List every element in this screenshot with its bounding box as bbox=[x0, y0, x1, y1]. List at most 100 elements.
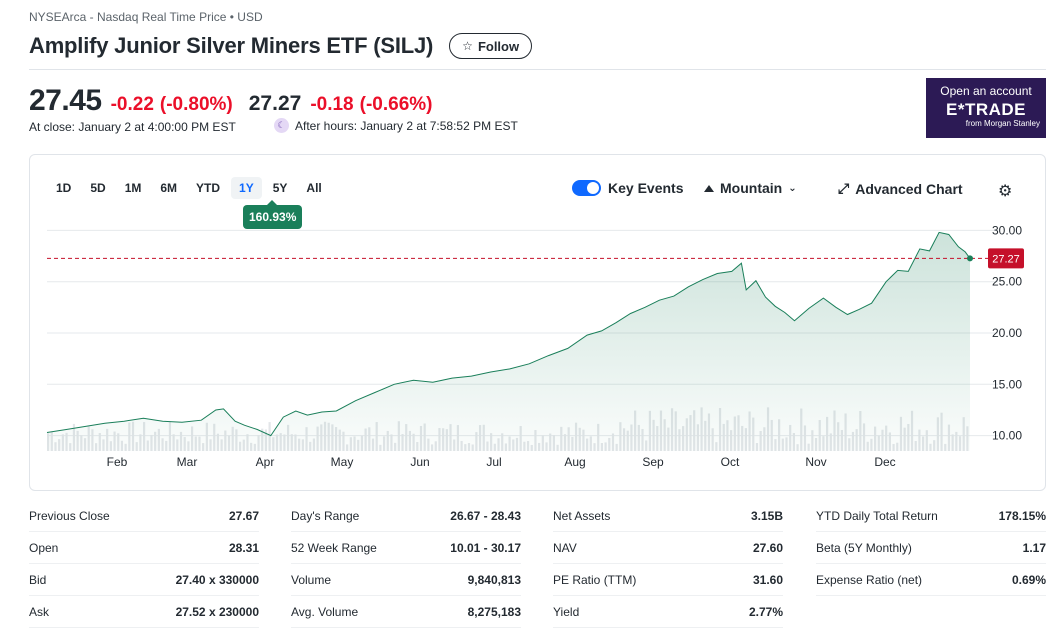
advanced-chart-label: Advanced Chart bbox=[855, 180, 963, 197]
x-tick-label: Jul bbox=[486, 455, 501, 469]
stat-value: 27.67 bbox=[228, 508, 259, 523]
range-tab-1d[interactable]: 1D bbox=[56, 181, 72, 195]
price-change: -0.22 bbox=[110, 94, 154, 115]
stat-value: 2.77% bbox=[748, 604, 783, 619]
stat-value: 26.67 - 28.43 bbox=[450, 508, 521, 523]
stat-value: 3.15B bbox=[750, 508, 783, 523]
close-time: At close: January 2 at 4:00:00 PM EST bbox=[29, 120, 236, 134]
stat-value: 9,840,813 bbox=[467, 572, 521, 587]
stat-label: NAV bbox=[553, 540, 577, 555]
stat-value: 31.60 bbox=[752, 572, 783, 587]
stats-col-2: Day's Range 26.67 - 28.43 52 Week Range 10.… bbox=[291, 500, 521, 628]
stat-row: Expense Ratio (net) 0.69% bbox=[816, 564, 1046, 596]
x-tick-label: Oct bbox=[721, 455, 740, 469]
x-tick-label: May bbox=[331, 455, 354, 469]
stat-label: Day's Range bbox=[291, 508, 360, 523]
settings-button[interactable]: ⚙ bbox=[998, 181, 1012, 201]
stat-label: YTD Daily Total Return bbox=[816, 508, 938, 523]
follow-label: Follow bbox=[477, 38, 520, 54]
last-point bbox=[967, 255, 973, 262]
after-hours-time-text: After hours: January 2 at 7:58:52 PM EST bbox=[295, 118, 518, 133]
moon-icon: ☾ bbox=[274, 118, 289, 133]
x-tick-label: Mar bbox=[177, 455, 198, 469]
etrade-ad[interactable]: Open an account E*TRADE from Morgan Stan… bbox=[926, 78, 1046, 138]
stat-row: Yield 2.77% bbox=[553, 596, 783, 628]
stat-value: 1.17 bbox=[1022, 540, 1046, 555]
stat-label: Yield bbox=[553, 604, 580, 619]
range-tab-5d[interactable]: 5D bbox=[90, 181, 106, 195]
stat-row: Beta (5Y Monthly) 1.17 bbox=[816, 532, 1046, 564]
current-price: 27.45 bbox=[29, 84, 102, 117]
stat-label: Expense Ratio (net) bbox=[816, 572, 923, 587]
title-row: Amplify Junior Silver Miners ETF (SILJ) … bbox=[29, 33, 533, 59]
stat-value: 28.31 bbox=[228, 540, 259, 555]
after-hours-change-pct: (-0.66%) bbox=[359, 94, 433, 115]
range-tab-all[interactable]: All bbox=[306, 181, 322, 195]
x-tick-label: Dec bbox=[874, 455, 895, 469]
range-tab-1y[interactable]: 1Y bbox=[231, 177, 262, 199]
key-events-toggle[interactable]: Key Events bbox=[572, 180, 683, 196]
x-tick-label: Sep bbox=[642, 455, 664, 469]
reference-label: 27.27 bbox=[992, 253, 1020, 265]
stat-row: NAV 27.60 bbox=[553, 532, 783, 564]
y-tick-label: 15.00 bbox=[992, 377, 1022, 391]
y-tick-label: 20.00 bbox=[992, 326, 1022, 340]
ad-line3: from Morgan Stanley bbox=[965, 119, 1040, 128]
x-tick-label: Apr bbox=[256, 455, 275, 469]
price-change-pct: (-0.80%) bbox=[159, 94, 233, 115]
stat-row: Ask 27.52 x 230000 bbox=[29, 596, 259, 628]
x-tick-label: Aug bbox=[564, 455, 585, 469]
stat-row: Day's Range 26.67 - 28.43 bbox=[291, 500, 521, 532]
stat-row: Net Assets 3.15B bbox=[553, 500, 783, 532]
after-hours-time: ☾ After hours: January 2 at 7:58:52 PM E… bbox=[274, 118, 518, 133]
reference-badge bbox=[988, 248, 1024, 269]
stat-label: Net Assets bbox=[553, 508, 611, 523]
stat-label: Beta (5Y Monthly) bbox=[816, 540, 912, 555]
stat-row: PE Ratio (TTM) 31.60 bbox=[553, 564, 783, 596]
stat-row: Open 28.31 bbox=[29, 532, 259, 564]
stat-label: Ask bbox=[29, 604, 50, 619]
exchange-info: NYSEArca - Nasdaq Real Time Price • USD bbox=[29, 10, 263, 24]
stat-value: 10.01 - 30.17 bbox=[450, 540, 521, 555]
ad-logo: E*TRADE bbox=[945, 100, 1026, 119]
stat-row: 52 Week Range 10.01 - 30.17 bbox=[291, 532, 521, 564]
stats-col-3: Net Assets 3.15B NAV 27.60 PE Ratio (TTM) 31.… bbox=[553, 500, 783, 628]
mountain-icon bbox=[704, 184, 714, 192]
y-tick-label: 30.00 bbox=[992, 223, 1022, 237]
stat-label: PE Ratio (TTM) bbox=[553, 572, 637, 587]
stats-col-1: Previous Close 27.67 Open 28.31 Bid 27.40 x 3… bbox=[29, 500, 259, 628]
page-title: Amplify Junior Silver Miners ETF (SILJ) bbox=[29, 33, 434, 58]
divider bbox=[29, 69, 1046, 70]
advanced-chart-button[interactable]: ⤢ Advanced Chart bbox=[838, 180, 963, 197]
stat-label: 52 Week Range bbox=[291, 540, 377, 555]
range-tab-ytd[interactable]: YTD bbox=[196, 181, 221, 195]
range-tab-6m[interactable]: 6M bbox=[160, 181, 178, 195]
price-chart[interactable]: 30.00 25.00 20.00 15.00 10.00 27.27 Feb Mar Apr M… bbox=[30, 155, 1047, 492]
stat-value: 27.60 bbox=[752, 540, 783, 555]
chart-type-dropdown[interactable]: Mountain ⌄ bbox=[704, 180, 797, 196]
range-tab-5y[interactable]: 5Y bbox=[272, 181, 288, 195]
stat-label: Volume bbox=[291, 572, 332, 587]
stat-value: 27.52 x 230000 bbox=[175, 604, 259, 619]
gear-icon: ⚙ bbox=[998, 183, 1013, 200]
toggle-switch[interactable] bbox=[572, 180, 601, 196]
stat-label: Previous Close bbox=[29, 508, 110, 523]
stat-row: Avg. Volume 8,275,183 bbox=[291, 596, 521, 628]
stats-col-4: YTD Daily Total Return 178.15% Beta (5Y Mo… bbox=[816, 500, 1046, 596]
range-tab-1m[interactable]: 1M bbox=[124, 181, 142, 195]
chevron-down-icon: ⌄ bbox=[788, 182, 797, 194]
y-tick-label: 25.00 bbox=[992, 275, 1022, 289]
range-tabs: 1D 5D 1M 6M YTD 1Y 5Y All bbox=[48, 177, 333, 199]
range-return-badge: 160.93% bbox=[243, 200, 303, 229]
stat-row: Previous Close 27.67 bbox=[29, 500, 259, 532]
ad-line1: Open an account bbox=[940, 84, 1032, 98]
stat-row: Volume 9,840,813 bbox=[291, 564, 521, 596]
stat-value: 178.15% bbox=[998, 508, 1046, 523]
x-tick-label: Feb bbox=[107, 455, 128, 469]
x-tick-label: Jun bbox=[410, 455, 429, 469]
stat-label: Avg. Volume bbox=[291, 604, 359, 619]
chart-type-label: Mountain bbox=[720, 180, 783, 196]
stat-row: YTD Daily Total Return 178.15% bbox=[816, 500, 1046, 532]
follow-button[interactable]: ☆ Follow bbox=[449, 33, 533, 59]
stat-value: 27.40 x 330000 bbox=[175, 572, 259, 587]
